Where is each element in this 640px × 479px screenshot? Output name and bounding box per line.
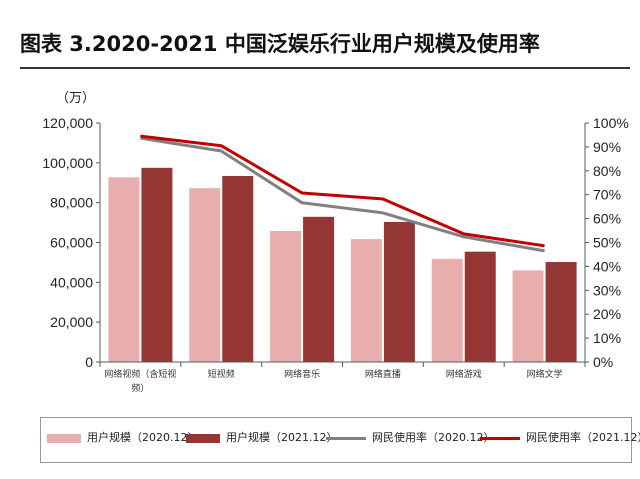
- bar-2021: [141, 167, 173, 362]
- bar-2021: [303, 216, 335, 362]
- series-line-2020: [140, 136, 545, 253]
- legend-label-line-2021: 网民使用率（2021.12）: [526, 431, 640, 444]
- y-tick-label-right: 0%: [593, 354, 613, 370]
- series-line-2021: [140, 134, 545, 248]
- x-tick-label: 网络视频（含短视: [104, 368, 176, 380]
- legend-item-bar-2021: 用户规模（2021.12）: [186, 431, 338, 445]
- legend-swatch-bar-2020: [47, 433, 81, 443]
- bar-2020: [350, 239, 382, 362]
- bar-2020: [512, 270, 544, 362]
- bar-2021: [383, 221, 415, 362]
- bar-2021: [545, 262, 577, 362]
- y-axis-unit-label: （万）: [56, 91, 95, 106]
- y-tick-label-left: 0: [85, 354, 93, 370]
- y-tick-label-left: 80,000: [50, 195, 93, 211]
- x-tick-label: 频）: [131, 382, 149, 394]
- legend: [40, 417, 632, 463]
- y-tick-label-right: 10%: [593, 330, 621, 346]
- legend-label-line-2020: 网民使用率（2020.12）: [372, 431, 495, 444]
- chart-title: 图表 3.2020-2021 中国泛娱乐行业用户规模及使用率: [20, 32, 540, 56]
- bar-2021: [222, 175, 254, 362]
- x-tick-label: 网络文学: [527, 368, 563, 380]
- y-tick-label-right: 30%: [593, 282, 621, 298]
- legend-item-line-2021: 网民使用率（2021.12）: [480, 431, 640, 445]
- legend-item-bar-2020: 用户规模（2020.12）: [47, 431, 199, 445]
- y-tick-label-right: 90%: [593, 139, 621, 155]
- bar-2020: [189, 188, 221, 362]
- y-tick-label-left: 40,000: [50, 274, 93, 290]
- y-tick-label-right: 70%: [593, 187, 621, 203]
- y-tick-label-right: 60%: [593, 211, 621, 227]
- bar-2020: [270, 230, 302, 362]
- bar-2020: [431, 258, 463, 362]
- x-tick-label: 网络游戏: [446, 368, 482, 380]
- title-divider: [20, 67, 630, 69]
- y-tick-label-left: 100,000: [42, 155, 93, 171]
- bar-2020: [108, 177, 140, 362]
- legend-swatch-bar-2021: [186, 433, 220, 443]
- legend-label-bar-2021: 用户规模（2021.12）: [226, 431, 338, 444]
- legend-item-line-2020: 网民使用率（2020.12）: [326, 431, 495, 445]
- y-tick-label-left: 60,000: [50, 235, 93, 251]
- x-tick-label: 网络直播: [365, 368, 401, 380]
- y-tick-label-left: 120,000: [42, 115, 93, 131]
- y-tick-label-right: 40%: [593, 258, 621, 274]
- legend-swatch-line-2020: [326, 436, 366, 440]
- y-tick-label-right: 100%: [593, 115, 629, 131]
- x-tick-label: 网络音乐: [284, 368, 320, 380]
- legend-label-bar-2020: 用户规模（2020.12）: [87, 431, 199, 444]
- chart-area: 0 20,000 40,000 60,000 80,000 100,000 120,000 （…: [42, 91, 629, 394]
- x-tick-label: 短视频: [208, 368, 235, 380]
- y-tick-label-left: 20,000: [50, 314, 93, 330]
- bar-2021: [464, 251, 496, 362]
- y-tick-label-right: 50%: [593, 235, 621, 251]
- y-tick-label-right: 20%: [593, 306, 621, 322]
- legend-swatch-line-2021: [480, 436, 520, 440]
- y-tick-label-right: 80%: [593, 163, 621, 179]
